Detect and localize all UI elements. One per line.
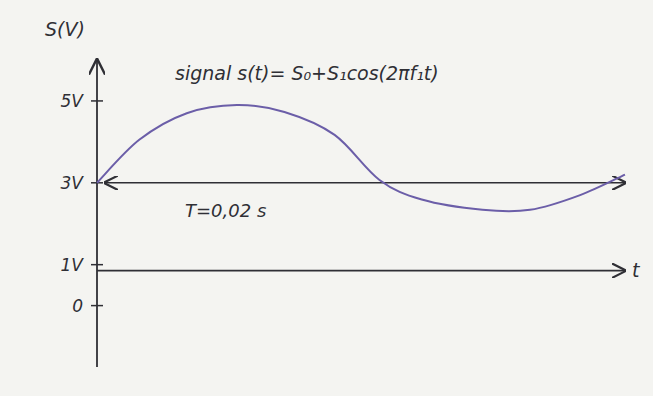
y-axis <box>96 60 98 367</box>
y-tick-label: 5V <box>61 91 85 111</box>
title: signal s(t)= S₀+S₁cos(2πf₁t) <box>175 62 439 84</box>
chart: 0 1V 3V 5V t T=0,02 s signal s(t)= S₀+S₁cos(2π… <box>0 0 653 396</box>
y-tick-label: 1V <box>61 255 85 275</box>
y-tick <box>91 100 103 102</box>
annotation: T=0,02 s <box>185 200 266 221</box>
signal-line <box>97 105 625 211</box>
y-tick <box>91 264 103 266</box>
y-tick <box>91 305 103 307</box>
y-axis-label: S(V) <box>45 18 85 40</box>
y-tick-label: 0 <box>72 296 83 316</box>
plot-area <box>97 105 625 211</box>
x-axis <box>97 270 625 272</box>
x-axis-label: t <box>632 259 641 281</box>
y-tick-label: 3V <box>61 173 85 193</box>
period-arrow <box>105 182 625 184</box>
